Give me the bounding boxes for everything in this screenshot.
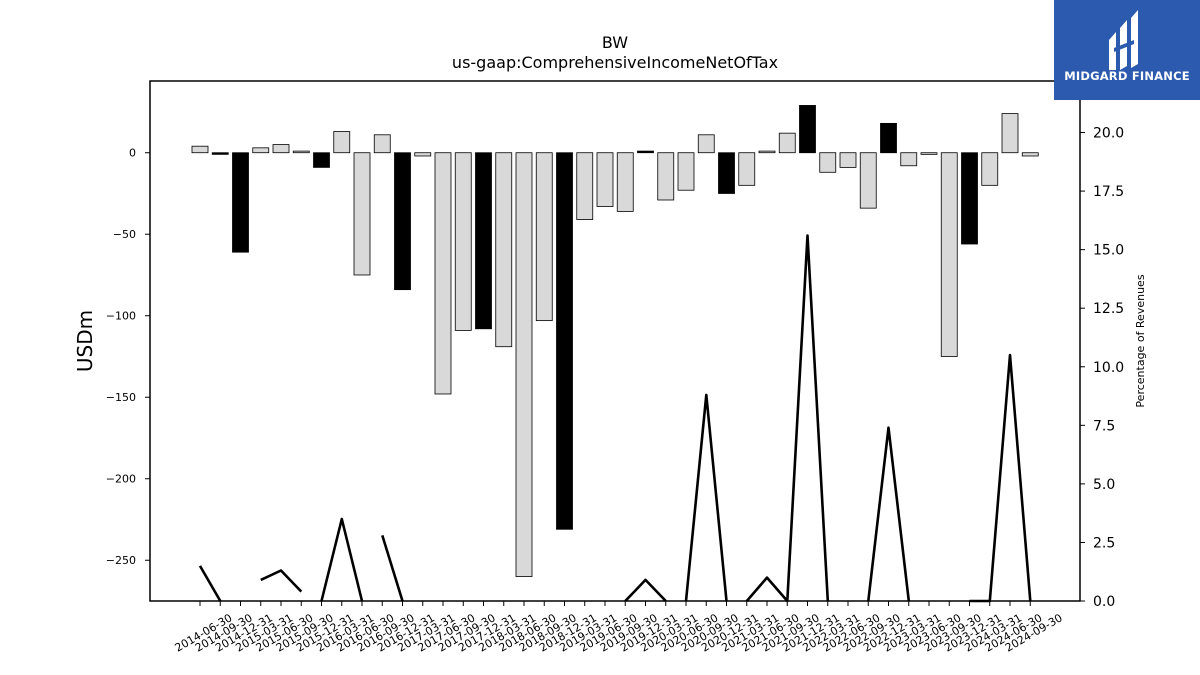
line-segment: [684, 393, 728, 602]
bar: [1021, 152, 1039, 157]
x-axis: 2014-06-302014-09-302014-12-312015-03-31…: [173, 601, 1065, 655]
right-y-axis: 0.0 2.5 5.0 7.5 10.0 12.5 15.0 17.5 20.0: [1080, 126, 1124, 610]
y-tick-label: 0: [129, 147, 136, 160]
logo-mark-icon: [1109, 10, 1138, 70]
line-segment: [381, 535, 404, 602]
y2-tick-label: 2.5: [1093, 535, 1115, 551]
bar: [353, 152, 371, 276]
bar: [556, 152, 573, 530]
y2-tick-label: 15.0: [1093, 243, 1124, 259]
y-tick-label: −250: [106, 554, 136, 567]
bar: [1001, 113, 1019, 154]
y-tick-label: −50: [113, 228, 136, 241]
bar: [677, 152, 695, 191]
chart-title: BW: [602, 33, 628, 52]
bar: [252, 147, 270, 154]
bar: [981, 152, 999, 186]
bar-series: [191, 105, 1039, 577]
bar: [495, 152, 513, 348]
bar: [232, 152, 249, 253]
y2-axis-label: Percentage of Revenues: [1134, 274, 1147, 407]
line-segment: [320, 517, 364, 602]
bar: [313, 152, 330, 168]
bar: [333, 131, 351, 154]
line-segment: [969, 353, 1032, 603]
bar: [778, 132, 796, 154]
bar: [880, 122, 897, 154]
bar: [414, 152, 432, 157]
bar: [292, 150, 310, 154]
bar: [799, 105, 816, 154]
line-segment: [745, 234, 830, 603]
bar: [191, 145, 209, 154]
bar: [738, 152, 756, 186]
bar: [535, 152, 553, 322]
bar: [596, 152, 614, 207]
y-tick-label: −200: [106, 473, 136, 486]
bar: [475, 152, 492, 330]
bar: [373, 134, 391, 154]
y2-tick-label: 20.0: [1093, 126, 1124, 142]
logo-text: MIDGARD FINANCE: [1064, 69, 1190, 83]
bar: [211, 152, 229, 155]
bar: [434, 152, 452, 395]
bar: [900, 152, 918, 167]
bar: [616, 152, 634, 212]
bar: [272, 144, 290, 154]
plot-frame: [149, 80, 1081, 602]
bar: [697, 134, 715, 154]
bar: [515, 152, 533, 577]
bar: [637, 150, 654, 154]
line-segment: [624, 578, 667, 602]
line-segment: [198, 565, 222, 602]
bar: [839, 152, 857, 168]
bar: [961, 152, 978, 245]
brand-logo: MIDGARD FINANCE: [1054, 0, 1200, 100]
y2-tick-label: 12.5: [1093, 301, 1124, 317]
y2-tick-label: 10.0: [1093, 360, 1124, 376]
y-tick-label: −100: [106, 310, 136, 323]
bar: [718, 152, 735, 194]
bar: [657, 152, 675, 201]
bar: [940, 152, 958, 357]
line-segment: [867, 426, 911, 602]
line-segment: [260, 569, 303, 593]
y-axis-label: USDm: [73, 310, 97, 372]
y2-tick-label: 17.5: [1093, 184, 1124, 200]
chart-subtitle: us-gaap:ComprehensiveIncomeNetOfTax: [452, 53, 778, 72]
y2-tick-label: 5.0: [1093, 477, 1115, 493]
bar: [859, 152, 877, 209]
bar: [920, 152, 938, 155]
left-y-axis: 0 −50 −100 −150 −200 −250: [106, 147, 150, 567]
y2-tick-label: 7.5: [1093, 418, 1115, 434]
bar: [576, 152, 594, 220]
line-series: [198, 234, 1032, 603]
bar: [819, 152, 837, 173]
bar: [394, 152, 411, 291]
y2-tick-label: 0.0: [1093, 594, 1115, 610]
bar: [758, 150, 776, 154]
y-tick-label: −150: [106, 391, 136, 404]
bar: [454, 152, 472, 331]
